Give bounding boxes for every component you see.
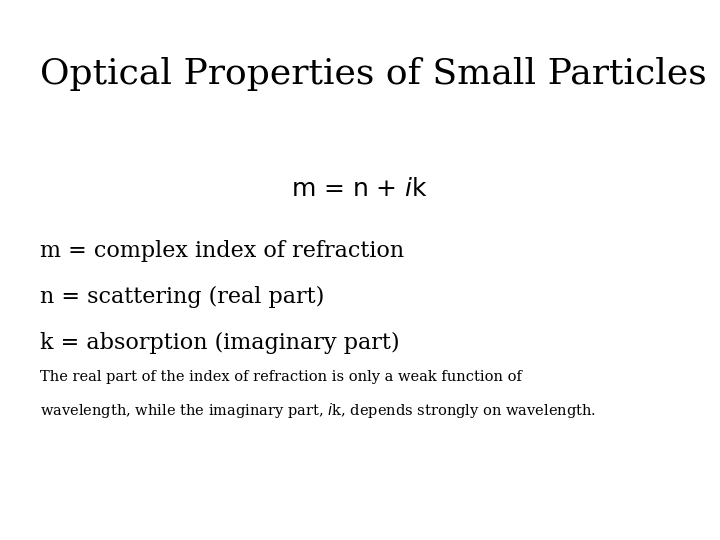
Text: $\rm{m}$ = $\rm{n}$ + $\it{i}$$\rm{k}$: $\rm{m}$ = $\rm{n}$ + $\it{i}$$\rm{k}$	[292, 178, 428, 201]
Text: Optical Properties of Small Particles: Optical Properties of Small Particles	[40, 57, 706, 91]
Text: k = absorption (imaginary part): k = absorption (imaginary part)	[40, 332, 399, 354]
Text: wavelength, while the imaginary part, $\it{i}$k, depends strongly on wavelength.: wavelength, while the imaginary part, $\…	[40, 401, 595, 420]
Text: The real part of the index of refraction is only a weak function of: The real part of the index of refraction…	[40, 370, 521, 384]
Text: n = scattering (real part): n = scattering (real part)	[40, 286, 324, 308]
Text: m = complex index of refraction: m = complex index of refraction	[40, 240, 404, 262]
